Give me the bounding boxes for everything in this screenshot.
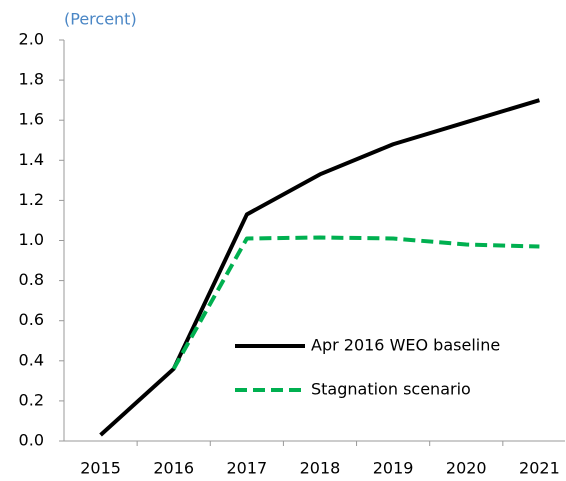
y-tick-label: 1.4 [19, 150, 44, 169]
x-tick-label: 2017 [226, 459, 267, 478]
legend-label: Apr 2016 WEO baseline [311, 336, 500, 355]
y-tick-label: 2.0 [19, 30, 44, 49]
y-tick-label: 0.2 [19, 390, 44, 409]
y-tick-label: 1.8 [19, 70, 44, 89]
x-tick-label: 2020 [446, 459, 487, 478]
y-tick-label: 0.4 [19, 350, 44, 369]
chart-subtitle: (Percent) [64, 10, 137, 29]
y-tick-label: 0.6 [19, 310, 44, 329]
x-tick-label: 2021 [519, 459, 560, 478]
y-tick-label: 0.0 [19, 431, 44, 450]
y-tick-label: 0.8 [19, 270, 44, 289]
x-tick-label: 2018 [300, 459, 341, 478]
y-tick-label: 1.6 [19, 110, 44, 129]
y-tick-label: 1.2 [19, 190, 44, 209]
series-line [171, 235, 540, 370]
x-tick-label: 2016 [153, 459, 194, 478]
x-tick-label: 2015 [80, 459, 121, 478]
legend-label: Stagnation scenario [311, 380, 471, 399]
x-tick-label: 2019 [373, 459, 414, 478]
y-tick-label: 1.0 [19, 230, 44, 249]
